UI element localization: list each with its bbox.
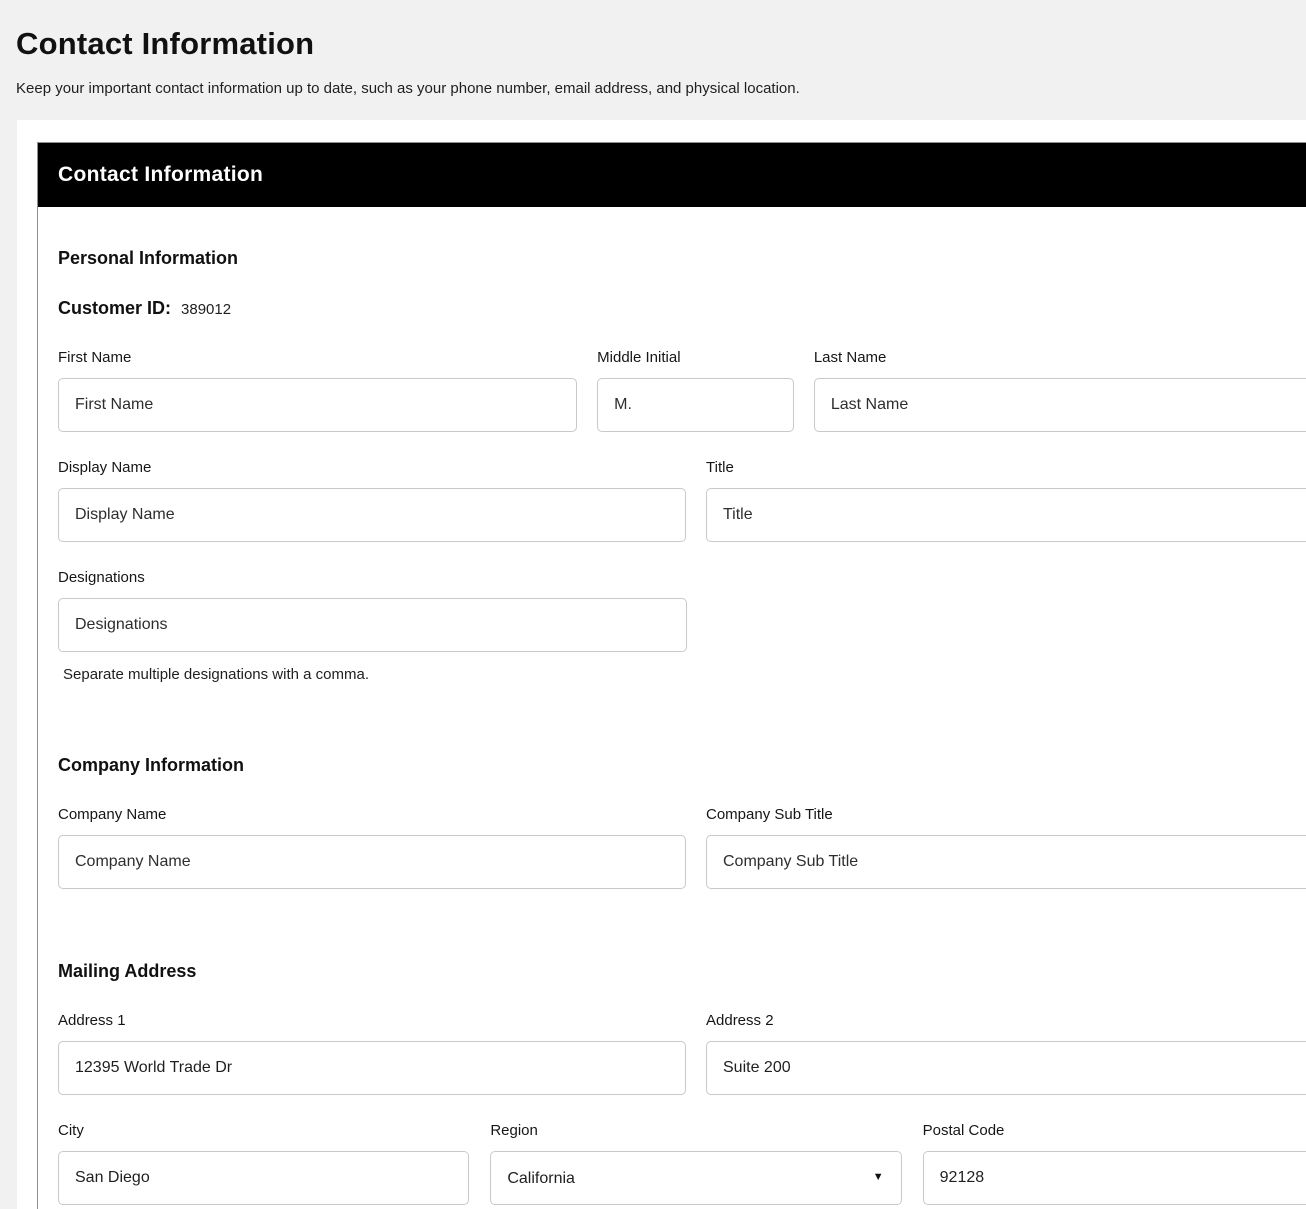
company-name-label: Company Name <box>58 806 167 823</box>
first-name-label: First Name <box>58 349 132 366</box>
address1-field: Address 1 <box>58 1013 686 1095</box>
middle-initial-field: Middle Initial <box>597 350 794 432</box>
company-sub-title-input[interactable] <box>706 835 1306 889</box>
postal-code-field: Postal Code <box>922 1122 1306 1205</box>
last-name-field: Last Name <box>813 349 1306 432</box>
address1-input[interactable] <box>58 1041 686 1095</box>
page-title: Contact Information <box>16 26 315 61</box>
last-name-input[interactable] <box>813 378 1306 432</box>
address1-label: Address 1 <box>58 1012 126 1029</box>
region-field: Region California ▼ <box>490 1122 902 1205</box>
company-row: Company Name Company Sub Title <box>58 807 1306 889</box>
postal-code-input[interactable] <box>922 1151 1306 1205</box>
designations-help-text: Separate multiple designations with a co… <box>63 666 369 683</box>
title-label: Title <box>706 459 734 476</box>
section-mailing-address: Mailing Address Address 1 Address 2 <box>58 960 1306 1205</box>
contact-information-card: Contact Information Personal Information… <box>37 142 1306 1209</box>
company-name-input[interactable] <box>58 835 686 889</box>
company-sub-title-label: Company Sub Title <box>706 806 833 823</box>
card-header-title: Contact Information <box>58 163 264 186</box>
first-name-input[interactable] <box>58 378 578 432</box>
display-name-field: Display Name <box>58 460 686 542</box>
designations-row: Designations Separate multiple designati… <box>58 570 1306 683</box>
section-company-information: Company Information Company Name Company… <box>58 754 1306 889</box>
city-label: City <box>58 1122 84 1139</box>
company-information-heading: Company Information <box>58 755 245 775</box>
page-header: Contact Information Keep your important … <box>0 0 1306 99</box>
postal-code-label: Postal Code <box>922 1122 1005 1139</box>
designations-label: Designations <box>58 569 145 586</box>
page-subtitle: Keep your important contact information … <box>16 80 800 97</box>
middle-initial-label: Middle Initial <box>597 349 681 366</box>
title-input[interactable] <box>706 488 1306 542</box>
customer-id-label: Customer ID: <box>58 298 172 318</box>
section-personal-information: Personal Information Customer ID: 389012… <box>58 247 1306 683</box>
first-name-field: First Name <box>58 349 578 432</box>
mailing-address-heading: Mailing Address <box>58 961 197 981</box>
customer-id-value: 389012 <box>181 301 232 318</box>
region-select[interactable]: California <box>490 1151 902 1205</box>
city-input[interactable] <box>58 1151 470 1205</box>
customer-id-row: Customer ID: 389012 <box>58 298 1306 319</box>
personal-information-heading: Personal Information <box>58 248 239 268</box>
region-label: Region <box>490 1122 538 1139</box>
company-name-field: Company Name <box>58 807 686 889</box>
designations-input[interactable] <box>58 598 687 652</box>
designations-field: Designations Separate multiple designati… <box>58 570 687 683</box>
city-region-postal-row: City Region California ▼ Postal Code <box>58 1123 1306 1205</box>
address2-field: Address 2 <box>706 1013 1306 1095</box>
card-body: Personal Information Customer ID: 389012… <box>38 207 1306 1209</box>
address-row: Address 1 Address 2 <box>58 1013 1306 1095</box>
display-name-label: Display Name <box>58 459 152 476</box>
content-panel: Contact Information Personal Information… <box>17 120 1306 1209</box>
address2-label: Address 2 <box>706 1012 774 1029</box>
display-name-title-row: Display Name Title <box>58 460 1306 542</box>
city-field: City <box>58 1122 470 1205</box>
last-name-label: Last Name <box>813 349 887 366</box>
card-header: Contact Information <box>38 143 1306 207</box>
display-name-input[interactable] <box>58 488 686 542</box>
company-sub-title-field: Company Sub Title <box>706 807 1306 889</box>
name-row: First Name Middle Initial Last Name <box>58 350 1306 432</box>
address2-input[interactable] <box>706 1041 1306 1095</box>
title-field: Title <box>706 460 1306 542</box>
middle-initial-input[interactable] <box>597 378 794 432</box>
